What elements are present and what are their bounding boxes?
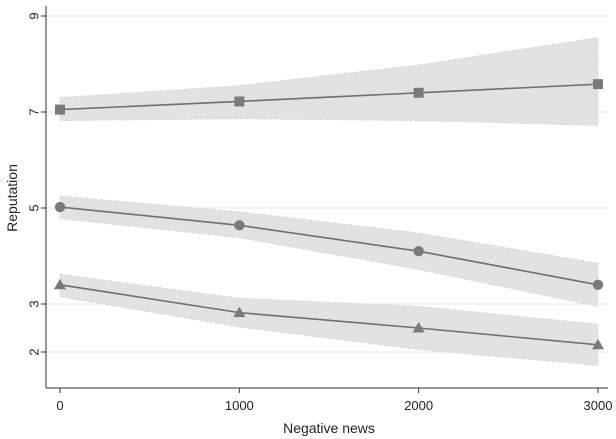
data-point-circle	[54, 201, 66, 213]
x-tick-label: 1000	[225, 398, 254, 413]
series-line-triangle	[59, 284, 599, 346]
data-point-circle	[592, 279, 604, 290]
x-tick-label: 3000	[584, 398, 613, 413]
data-point-triangle	[412, 322, 425, 333]
data-point-square	[413, 87, 424, 98]
data-point-triangle	[233, 306, 246, 318]
confidence-bands	[59, 37, 599, 366]
data-point-circle	[413, 246, 424, 257]
y-tick-label: 3	[27, 300, 42, 307]
y-tick-label: 5	[27, 204, 42, 211]
series-line-circle	[59, 206, 599, 286]
y-tick-label: 2	[27, 348, 42, 355]
x-axis-title: Negative news	[283, 420, 375, 436]
data-point-square	[55, 104, 65, 115]
y-axis-title: Reputation	[4, 164, 20, 232]
x-tick-label: 2000	[404, 398, 433, 413]
tick-labels: 2 3 5 7 9 0 1000 2000 3000	[27, 12, 613, 413]
axes	[41, 6, 608, 393]
series-lines	[59, 83, 599, 346]
y-tick-label: 9	[27, 12, 42, 19]
data-point-square	[593, 79, 603, 90]
x-tick-label: 0	[56, 398, 63, 413]
y-tick-label: 7	[27, 108, 42, 115]
data-point-circle	[234, 220, 245, 231]
series-markers	[54, 79, 604, 350]
data-point-square	[234, 96, 245, 107]
series-line-square	[59, 83, 599, 111]
data-point-triangle	[592, 338, 604, 350]
confidence-band-circle	[59, 195, 599, 307]
data-point-triangle	[54, 278, 66, 290]
confidence-band-square	[59, 37, 599, 126]
